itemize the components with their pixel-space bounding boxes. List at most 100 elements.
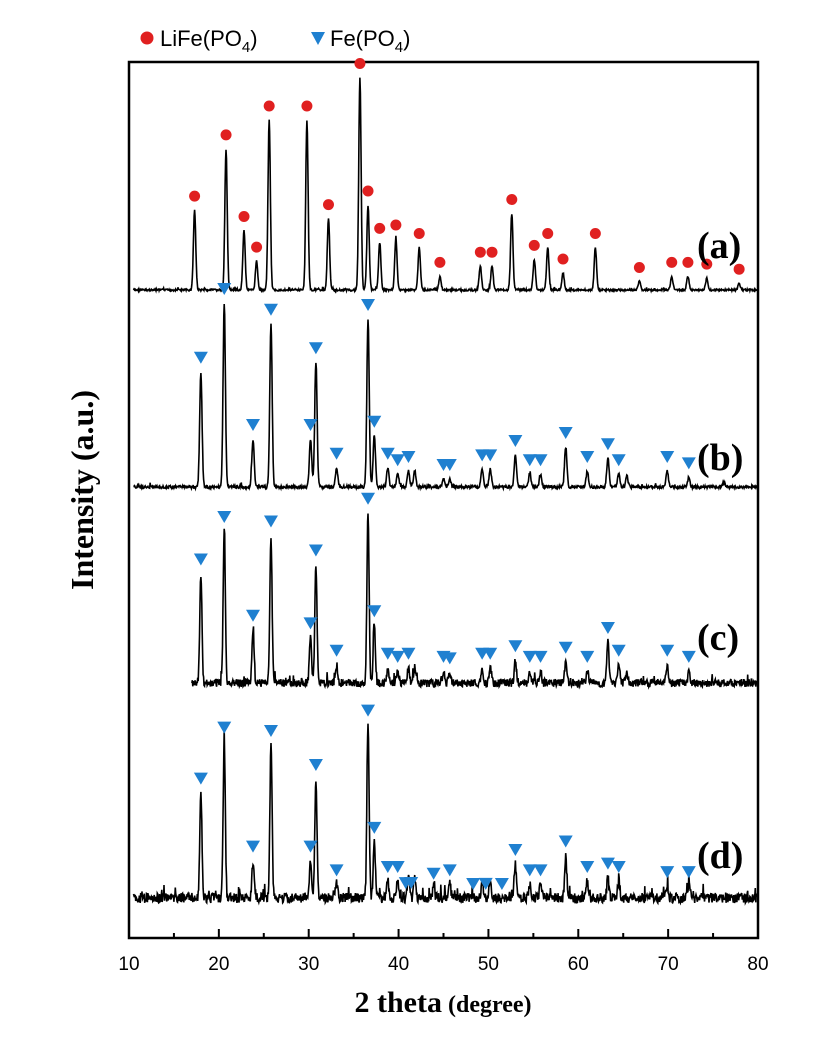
lifepo4-peak-marker [506,194,518,205]
lifepo4-peak-marker [220,129,232,141]
fepo4-peak-marker [390,650,405,663]
fepo4-peak-marker [401,451,416,463]
peak-markers [189,58,745,890]
fepo4-peak-marker [401,647,416,660]
legend-lifepo4-marker [140,31,154,45]
fepo4-peak-marker [308,544,323,557]
fepo4-peak-marker [303,840,318,853]
x-tick-label: 70 [658,954,679,975]
fepo4-peak-marker [367,821,382,834]
x-axis-title: 2 theta (degree) [355,986,532,1019]
lifepo4-peak-marker [251,241,263,253]
fepo4-peak-marker [611,644,626,657]
fepo4-peak-marker [329,447,344,460]
lifepo4-peak-marker [374,222,386,234]
fepo4-peak-marker [522,864,537,877]
fepo4-peak-marker [660,451,675,463]
fepo4-peak-marker [494,878,509,890]
lifepo4-peak-marker [633,262,645,273]
lifepo4-peak-marker [486,246,498,258]
fepo4-peak-marker [533,454,548,467]
lifepo4-peak-marker [413,228,425,239]
fepo4-peak-marker [600,621,615,634]
panel-label-a: (a) [697,225,741,267]
x-tick-label: 50 [478,954,499,975]
fepo4-peak-marker [390,454,405,467]
panel-label-c: (c) [697,617,739,659]
fepo4-peak-marker [442,652,457,665]
lifepo4-peak-marker [701,258,713,270]
fepo4-peak-marker [308,342,323,355]
panel-label-d: (d) [697,835,743,877]
fepo4-peak-marker [246,840,261,853]
legend-fepo4-marker [311,32,325,45]
lifepo4-peak-marker [238,211,250,222]
trace-a [132,77,758,294]
lifepo4-peak-marker [682,256,694,268]
fepo4-peak-marker [508,640,523,653]
fepo4-peak-marker [303,617,318,630]
fepo4-peak-marker [483,647,498,660]
lifepo4-peak-marker [362,185,374,197]
x-tick-label: 40 [388,954,409,975]
fepo4-peak-marker [442,864,457,877]
fepo4-peak-marker [263,515,278,528]
fepo4-peak-marker [522,650,537,663]
fepo4-peak-marker [380,647,395,660]
fepo4-peak-marker [361,492,376,505]
fepo4-peak-marker [217,511,232,523]
lifepo4-peak-marker [322,199,334,211]
fepo4-peak-marker [681,866,696,879]
x-tick-label: 20 [208,954,229,975]
fepo4-peak-marker [217,721,232,734]
fepo4-peak-marker [522,454,537,467]
fepo4-peak-marker [600,438,615,451]
trace-b [133,303,758,492]
fepo4-peak-marker [193,553,208,566]
fepo4-peak-marker [533,864,548,877]
fepo4-peak-marker [558,641,573,654]
trace-c [191,513,758,690]
lifepo4-peak-marker [557,253,569,265]
lifepo4-peak-marker [733,263,745,275]
lifepo4-peak-marker [189,190,201,202]
fepo4-peak-marker [193,772,208,785]
fepo4-peak-marker [380,447,395,460]
fepo4-peak-marker [263,725,278,737]
x-tick-label: 80 [747,954,768,975]
fepo4-peak-marker [580,650,595,663]
fepo4-peak-marker [611,454,626,467]
trace-d [132,723,758,906]
fepo4-peak-marker [193,351,208,364]
fepo4-peak-marker [611,861,626,873]
lifepo4-peak-marker [666,256,678,268]
diffraction-traces [132,77,758,906]
fepo4-peak-marker [367,605,382,618]
panel-label-b: (b) [697,437,743,479]
lifepo4-peak-marker [542,228,554,239]
lifepo4-peak-marker [301,100,313,112]
fepo4-peak-marker [390,861,405,873]
fepo4-peak-marker [380,861,395,873]
x-tick-label: 10 [118,954,139,975]
lifepo4-peak-marker [589,228,601,239]
fepo4-peak-marker [442,459,457,471]
fepo4-peak-marker [558,835,573,848]
fepo4-peak-marker [558,427,573,439]
fepo4-peak-marker [660,866,675,879]
fepo4-peak-marker [367,415,382,428]
lifepo4-peak-marker [528,239,540,251]
fepo4-peak-marker [508,435,523,447]
fepo4-peak-marker [600,857,615,870]
legend-lifepo4-label: LiFe(PO4) [160,26,258,56]
fepo4-peak-marker [483,449,498,462]
lifepo4-peak-marker [263,100,275,112]
fepo4-peak-marker [246,419,261,431]
x-tick-label: 60 [568,954,589,975]
fepo4-peak-marker [660,644,675,657]
fepo4-peak-marker [329,644,344,657]
fepo4-peak-marker [404,877,419,890]
lifepo4-peak-marker [354,58,366,69]
fepo4-peak-marker [263,303,278,316]
